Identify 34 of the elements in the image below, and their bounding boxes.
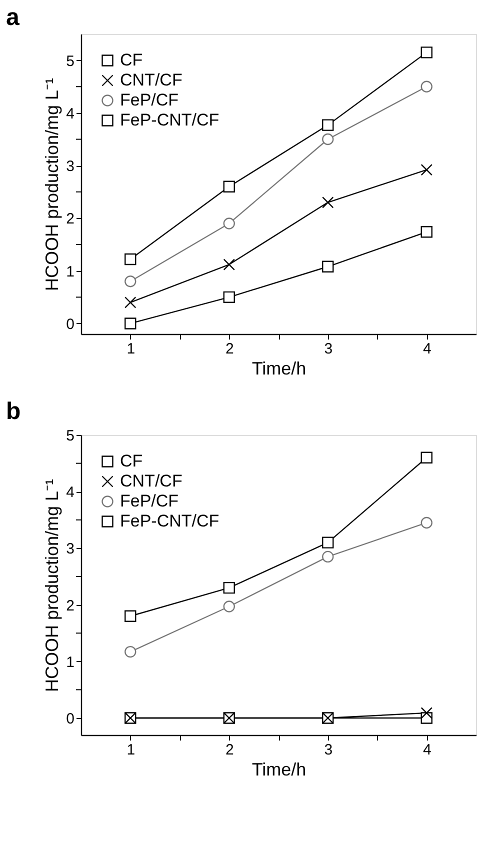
- x-tick-label: 2: [225, 340, 234, 358]
- y-tick-label: 3: [66, 540, 74, 558]
- y-tick-label: 0: [66, 710, 74, 728]
- y-tick-label: 0: [66, 316, 74, 333]
- legend-label: CF: [120, 50, 143, 70]
- x-tick-label: 4: [422, 742, 432, 758]
- y-tick-label: 5: [66, 428, 74, 444]
- x-tick-label: 3: [324, 340, 333, 358]
- x-tick-label: 3: [324, 742, 333, 758]
- x-axis-title: Time/h: [252, 760, 306, 780]
- legend-label: CNT/CF: [120, 472, 182, 490]
- y-tick-label: 1: [66, 263, 74, 280]
- y-axis-title: HCOOH production/mg L⁻¹: [42, 478, 62, 692]
- y-axis-title: HCOOH production/mg L⁻¹: [42, 78, 62, 292]
- x-axis-title: Time/h: [252, 358, 306, 378]
- y-tick-label: 5: [66, 52, 74, 70]
- x-tick-label: 1: [126, 340, 136, 358]
- legend-label: FeP-CNT/CF: [120, 512, 220, 530]
- legend-label: FeP-CNT/CF: [120, 110, 220, 130]
- y-tick-label: 4: [66, 484, 74, 502]
- x-tick-label: 1: [126, 742, 136, 758]
- y-tick-label: 2: [66, 597, 74, 614]
- legend-label: CNT/CF: [120, 70, 182, 90]
- legend-label: FeP/CF: [120, 90, 179, 110]
- x-tick-label: 2: [225, 742, 234, 758]
- legend-label: FeP/CF: [120, 492, 179, 510]
- legend-label: CF: [120, 452, 143, 470]
- chart-title: a: [6, 4, 20, 31]
- y-tick-label: 1: [66, 654, 74, 671]
- y-tick-label: 2: [66, 210, 74, 228]
- chart-title: b: [6, 398, 21, 425]
- y-tick-label: 3: [66, 158, 74, 176]
- y-tick-label: 4: [66, 105, 74, 122]
- x-tick-label: 4: [422, 340, 432, 358]
